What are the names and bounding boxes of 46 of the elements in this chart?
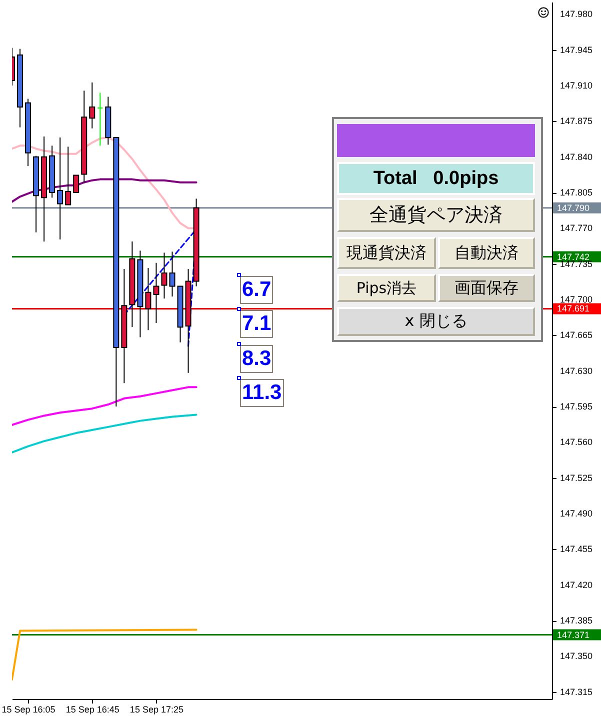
y-tick-label: 147.630 bbox=[560, 366, 593, 376]
y-tick-label: 147.665 bbox=[560, 330, 593, 340]
y-tick-label: 147.525 bbox=[560, 472, 593, 483]
button: 全通貨ペア決済 bbox=[337, 198, 535, 232]
y-tick-label: 147.315 bbox=[560, 686, 593, 697]
y-tick-label: 147.980 bbox=[560, 9, 593, 20]
y-tick-label: 147.910 bbox=[560, 80, 593, 91]
y-tick-label: 147.700 bbox=[560, 294, 593, 305]
ref-line-label: 147.790 bbox=[557, 202, 590, 213]
y-tick-label: 147.805 bbox=[560, 188, 593, 198]
readout-field: Total 0.0pips bbox=[337, 162, 535, 195]
y-tick-label: 147.595 bbox=[560, 402, 593, 412]
annotation: 6.7 bbox=[240, 276, 274, 304]
y-tick-label: 147.350 bbox=[560, 651, 593, 662]
candlestick bbox=[73, 174, 80, 194]
candlestick bbox=[161, 252, 168, 300]
x-tick-label: 15 Sep 17:25 bbox=[130, 704, 184, 714]
annotation: 7.1 bbox=[240, 310, 274, 338]
candlestick bbox=[169, 251, 176, 297]
ref-line-label: 147.691 bbox=[557, 304, 590, 314]
x-tick-label: 15 Sep 16:05 bbox=[2, 704, 56, 714]
y-tick-label: 147.455 bbox=[560, 544, 593, 554]
y-tick-label: 147.840 bbox=[560, 152, 593, 162]
annotation: 11.3 bbox=[240, 379, 284, 407]
y-tick-label: 147.490 bbox=[560, 508, 593, 519]
candlestick bbox=[65, 146, 72, 206]
line-series bbox=[12, 178, 198, 203]
annotation: 8.3 bbox=[240, 345, 274, 373]
x-tick-label: 15 Sep 16:45 bbox=[66, 704, 120, 714]
candlestick bbox=[89, 82, 96, 129]
button: x 閉じる bbox=[337, 307, 535, 336]
y-tick-label: 147.770 bbox=[560, 223, 593, 234]
candlestick bbox=[153, 262, 160, 324]
button: 自動決済 bbox=[438, 237, 535, 269]
y-tick-label: 147.875 bbox=[560, 116, 593, 126]
y-tick-label: 147.420 bbox=[560, 580, 593, 590]
candlestick bbox=[57, 137, 64, 240]
y-tick-label: 147.945 bbox=[560, 44, 593, 55]
y-tick-label: 147.385 bbox=[560, 616, 593, 626]
candlestick bbox=[97, 92, 104, 146]
y-tick-label: 147.560 bbox=[560, 437, 593, 448]
button: 画面保存 bbox=[438, 274, 535, 302]
candlestick bbox=[145, 267, 152, 331]
ref-line-label: 147.371 bbox=[557, 630, 590, 640]
button: 現通貨決済 bbox=[337, 237, 436, 269]
button: Pips消去 bbox=[337, 274, 436, 302]
